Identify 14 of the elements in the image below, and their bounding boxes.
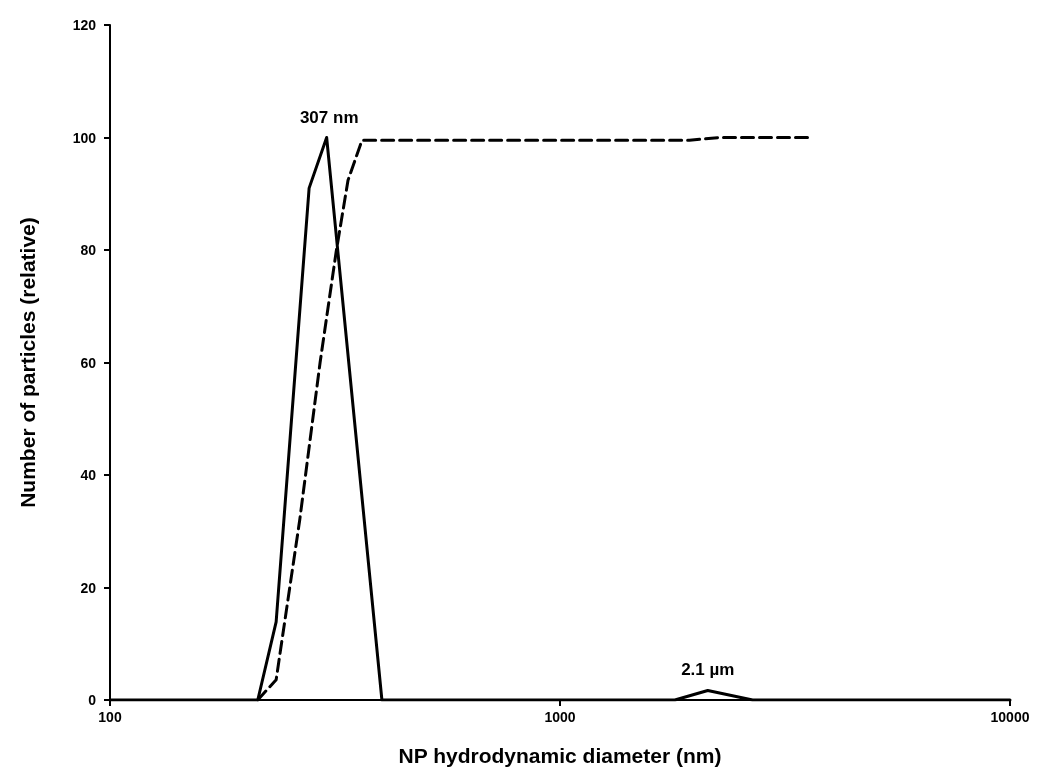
x-axis-title: NP hydrodynamic diameter (nm) xyxy=(398,744,722,767)
y-tick-label: 20 xyxy=(80,579,97,596)
y-tick-label: 60 xyxy=(80,354,97,371)
x-tick-label: 1000 xyxy=(544,709,576,725)
y-tick-label: 40 xyxy=(80,467,97,483)
x-tick-label: 10000 xyxy=(990,709,1030,725)
annotation: 307 nm xyxy=(299,107,359,127)
x-tick-label: 100 xyxy=(98,709,122,725)
annotation: 2.1 µm xyxy=(681,660,735,680)
y-tick-label: 80 xyxy=(80,242,97,258)
y-tick-label: 0 xyxy=(88,692,97,708)
y-tick-label: 120 xyxy=(72,17,97,33)
y-tick-label: 100 xyxy=(72,129,97,146)
y-axis-title: Number of particles (relative) xyxy=(16,217,39,508)
